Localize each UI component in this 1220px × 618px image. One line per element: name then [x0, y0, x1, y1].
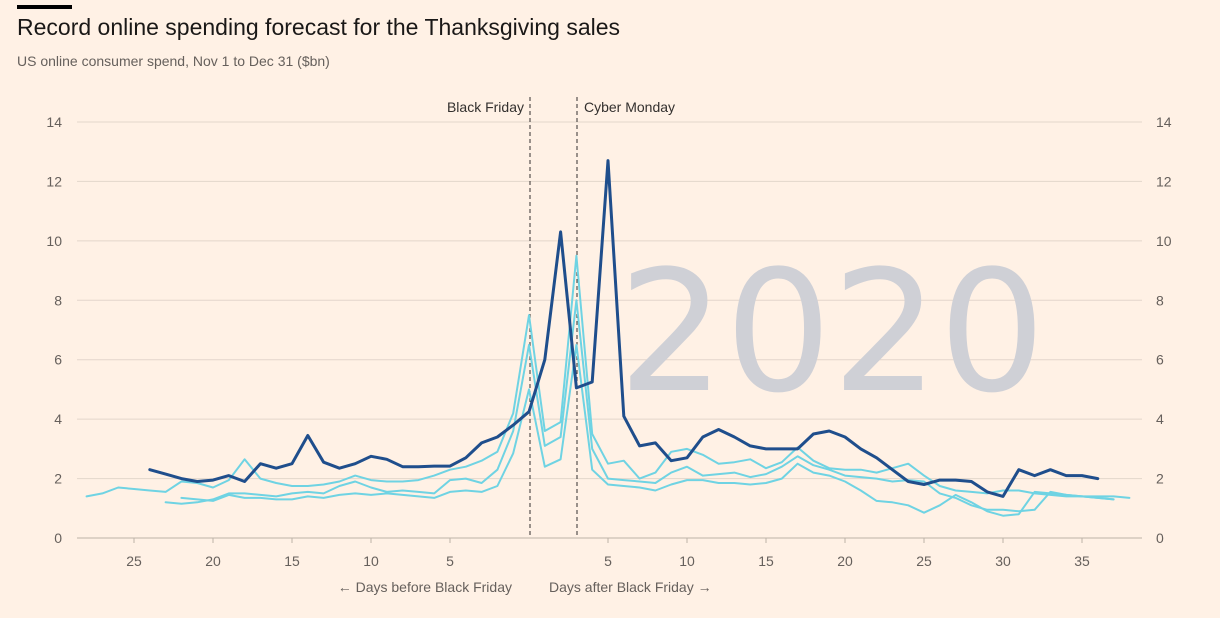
series-line-highlight: [148, 159, 1100, 498]
top-rule: [17, 5, 72, 9]
x-tick-label: 20: [205, 553, 221, 569]
x-tick-label: 30: [995, 553, 1011, 569]
series-line: [164, 299, 1115, 513]
y-tick-label-right: 4: [1156, 411, 1164, 427]
y-tick-label-right: 8: [1156, 292, 1164, 308]
x-tick-label: 25: [916, 553, 932, 569]
gridlines: [77, 121, 1142, 539]
y-tick-label-left: 14: [46, 114, 62, 130]
y-tick-label-right: 10: [1156, 233, 1172, 249]
annotation-label: Cyber Monday: [584, 99, 675, 115]
x-tick-label: 10: [363, 553, 379, 569]
chart-title: Record online spending forecast for the …: [17, 14, 621, 40]
y-tick-label-left: 6: [54, 352, 62, 368]
x-tick-label: 15: [284, 553, 300, 569]
y-tick-label-left: 12: [46, 173, 62, 189]
series-lines: [85, 159, 1131, 517]
year-watermark: 2020: [618, 234, 1046, 430]
axes: 0 0 2 2 4 4 6 6 8 8 10 10 12 12 14 14 25 20 15 10 5 5 10 15 20 25…: [46, 114, 1171, 569]
y-tick-label-left: 0: [54, 530, 62, 546]
x-tick-label: 20: [837, 553, 853, 569]
x-tick-label: 10: [679, 553, 695, 569]
y-tick-label-left: 4: [54, 411, 62, 427]
series-line: [85, 254, 1131, 499]
x-tick-label: 25: [126, 553, 142, 569]
y-tick-label-left: 8: [54, 292, 62, 308]
y-tick-label-right: 14: [1156, 114, 1172, 130]
y-tick-label-right: 12: [1156, 173, 1172, 189]
annotation-label: Black Friday: [447, 99, 524, 115]
x-tick-label: 15: [758, 553, 774, 569]
x-tick-label: 35: [1074, 553, 1090, 569]
x-tick-label: 5: [604, 553, 612, 569]
x-caption-after: Days after Black Friday →: [549, 579, 712, 595]
series-line: [180, 343, 1115, 517]
y-tick-label-right: 6: [1156, 352, 1164, 368]
y-tick-label-right: 2: [1156, 471, 1164, 487]
chart-subtitle: US online consumer spend, Nov 1 to Dec 3…: [17, 53, 330, 69]
x-tick-label: 5: [446, 553, 454, 569]
y-tick-label-left: 10: [46, 233, 62, 249]
y-tick-label-right: 0: [1156, 530, 1164, 546]
x-caption-before: ← Days before Black Friday: [338, 579, 512, 595]
y-tick-label-left: 2: [54, 471, 62, 487]
